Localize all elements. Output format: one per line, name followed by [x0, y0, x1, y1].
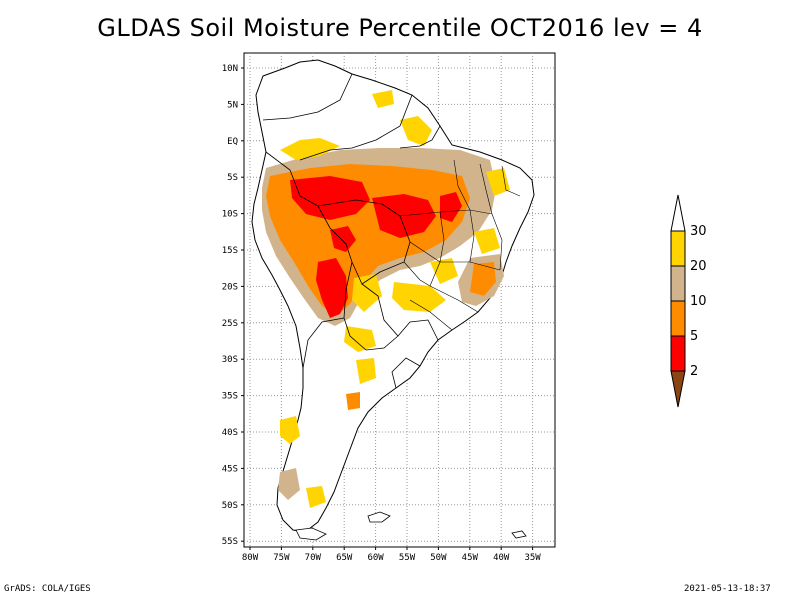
- legend-swatch: [670, 335, 686, 372]
- lat-label: 30S: [222, 355, 238, 365]
- lon-label: 35W: [524, 553, 541, 563]
- color-legend: 30 20 10 5 2: [670, 194, 707, 408]
- legend-swatch: [670, 300, 686, 337]
- country-borders: [262, 73, 441, 389]
- lat-label: EQ: [227, 137, 238, 147]
- lon-label: 75W: [273, 553, 290, 563]
- lon-label: 40W: [493, 553, 510, 563]
- lat-label: 40S: [222, 428, 238, 438]
- lat-label: 45S: [222, 464, 238, 474]
- lon-label: 55W: [399, 553, 416, 563]
- lat-label: 5S: [227, 173, 238, 183]
- legend-swatch: [670, 265, 686, 302]
- lon-label: 80W: [242, 553, 259, 563]
- legend-label: 2: [690, 364, 698, 379]
- footer-timestamp: 2021-05-13-18:37: [684, 584, 771, 594]
- lat-label: 15S: [222, 246, 238, 256]
- legend-label: 5: [690, 329, 698, 344]
- legend-label: 10: [690, 294, 707, 309]
- soil-moisture-shading: [262, 90, 510, 508]
- legend-label: 20: [690, 259, 707, 274]
- latitude-labels: 10N 5N EQ 5S 10S 15S 20S 25S 30S 35S 40S 45S 50S 55S: [222, 64, 244, 547]
- state-borders: [399, 159, 521, 331]
- lat-label: 50S: [222, 501, 238, 511]
- lon-label: 70W: [305, 553, 322, 563]
- lat-label: 55S: [222, 537, 238, 547]
- map-title: GLDAS Soil Moisture Percentile OCT2016 l…: [97, 14, 703, 42]
- lat-label: 25S: [222, 319, 238, 329]
- islands: [295, 511, 527, 541]
- legend-label: 30: [690, 224, 707, 239]
- lat-label: 10N: [222, 64, 238, 74]
- lon-label: 65W: [336, 553, 353, 563]
- lat-label: 35S: [222, 392, 238, 402]
- lon-label: 60W: [367, 553, 384, 563]
- lat-label: 20S: [222, 282, 238, 292]
- legend-swatch: [670, 370, 686, 408]
- legend-swatch: [670, 194, 686, 232]
- footer-credit: GrADS: COLA/IGES: [4, 584, 91, 594]
- legend-swatch: [670, 230, 686, 267]
- lat-label: 5N: [227, 100, 238, 110]
- lon-label: 50W: [430, 553, 447, 563]
- lat-label: 10S: [222, 210, 238, 220]
- lon-label: 45W: [462, 553, 479, 563]
- longitude-labels: 80W 75W 70W 65W 60W 55W 50W 45W 40W 35W: [242, 547, 541, 563]
